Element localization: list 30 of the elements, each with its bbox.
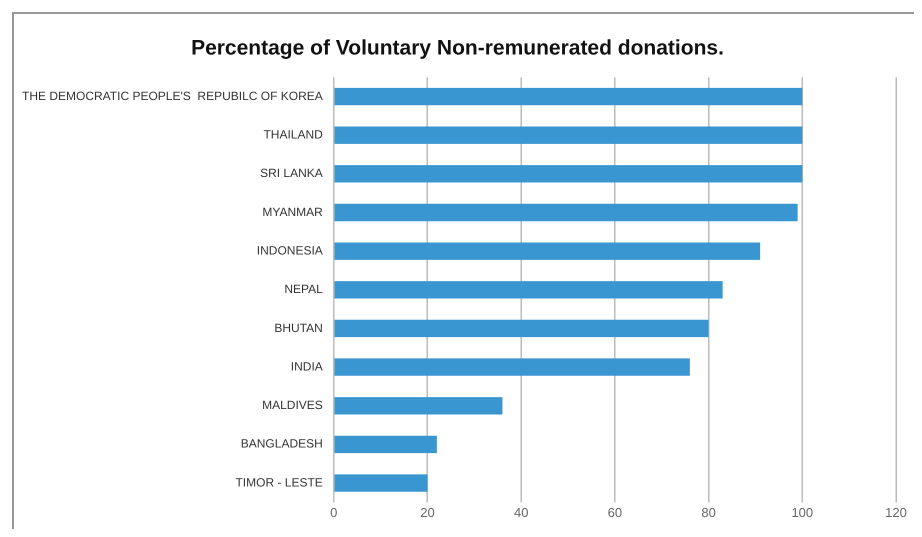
x-tick-label: 20 — [420, 504, 435, 520]
bar — [334, 88, 802, 106]
y-tick-label: THAILAND — [263, 127, 324, 142]
x-tick-label: 80 — [701, 504, 716, 520]
y-tick-label: INDIA — [290, 359, 323, 374]
y-tick-label: BHUTAN — [274, 320, 323, 335]
x-tick-label: 0 — [330, 504, 338, 520]
bar — [334, 320, 709, 338]
x-tick-label: 60 — [608, 504, 622, 520]
bar — [334, 165, 802, 183]
y-tick-label: NEPAL — [284, 282, 324, 296]
bar — [334, 242, 760, 260]
bar — [334, 281, 723, 298]
y-tick-label: INDONESIA — [256, 243, 323, 258]
bar — [334, 397, 502, 414]
y-tick-label: SRI LANKA — [260, 166, 323, 180]
bar — [334, 474, 428, 492]
x-tick-label: 120 — [885, 504, 907, 520]
bar — [334, 126, 802, 144]
chart-title: Percentage of Voluntary Non-remunerated donations. — [191, 36, 724, 60]
y-tick-label: MYANMAR — [262, 204, 324, 219]
bar — [334, 204, 798, 222]
y-tick-label: BANGLADESH — [240, 436, 323, 451]
bar — [334, 358, 690, 376]
bar — [334, 436, 437, 454]
y-tick-label: TIMOR - LESTE — [235, 475, 323, 490]
y-tick-label: MALDIVES — [262, 398, 323, 412]
x-tick-label: 40 — [514, 504, 528, 520]
y-tick-label: THE DEMOCRATIC PEOPLE'S REPUBILC OF KOREA — [22, 88, 323, 103]
x-tick-label: 100 — [791, 504, 814, 520]
